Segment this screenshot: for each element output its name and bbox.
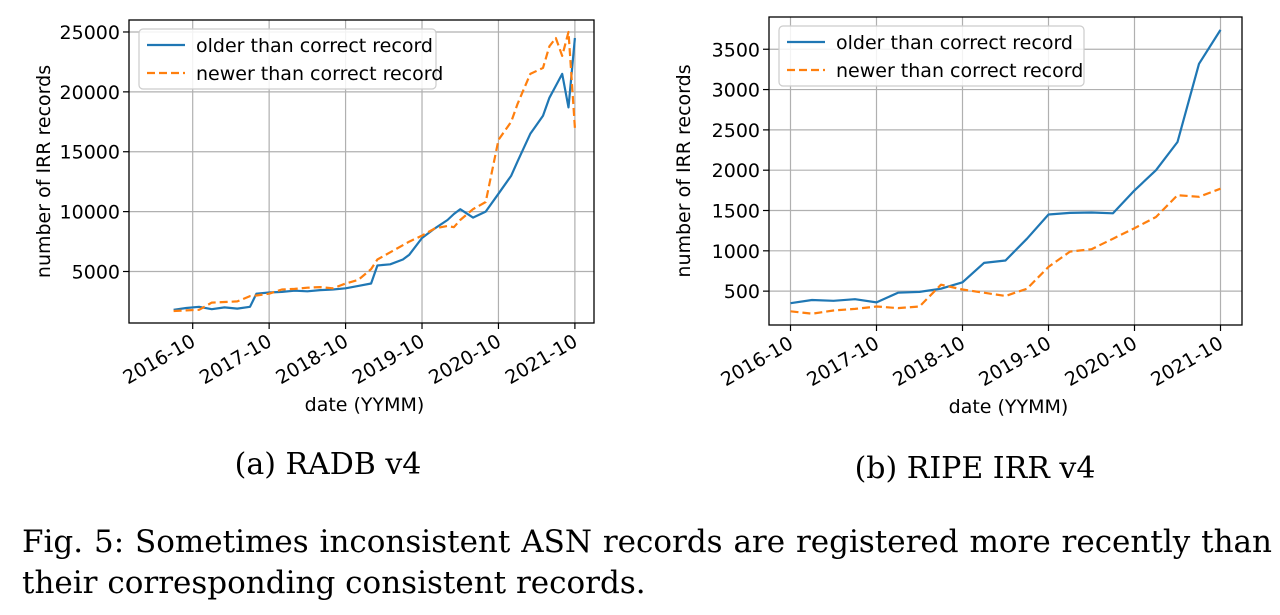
y-tick-label: 2500 xyxy=(712,120,760,142)
y-axis-title: number of IRR records xyxy=(673,64,695,277)
x-tick-label: 2018-10 xyxy=(889,332,969,391)
x-axis-title: date (YYMM) xyxy=(305,394,425,416)
x-tick-label: 2019-10 xyxy=(349,330,429,389)
x-tick-label: 2020-10 xyxy=(1061,332,1141,391)
y-tick-label: 1500 xyxy=(712,201,760,223)
series-line-newer xyxy=(790,187,1221,315)
y-tick-label: 5000 xyxy=(72,262,120,284)
x-tick-label: 2021-10 xyxy=(502,330,582,389)
chart-panel-a: 2016-102017-102018-102019-102020-102021-… xyxy=(33,19,595,416)
subcaption-a: (a) RADB v4 xyxy=(235,447,422,482)
x-tick-label: 2019-10 xyxy=(975,332,1055,391)
y-axis-title: number of IRR records xyxy=(33,65,55,278)
x-axis-title: date (YYMM) xyxy=(949,396,1069,418)
y-tick-label: 20000 xyxy=(60,82,120,104)
x-tick-label: 2017-10 xyxy=(196,330,276,389)
plot-frame xyxy=(128,19,595,324)
legend-label-newer: newer than correct record xyxy=(836,60,1083,82)
series-line-older xyxy=(173,37,576,311)
plot-frame xyxy=(768,16,1243,326)
x-tick-label: 2016-10 xyxy=(717,332,797,391)
y-tick-label: 500 xyxy=(724,281,760,303)
legend-box xyxy=(138,28,437,90)
y-tick-label: 1000 xyxy=(712,241,760,263)
y-tick-label: 3000 xyxy=(712,80,760,102)
x-tick-label: 2020-10 xyxy=(425,330,505,389)
x-tick-label: 2017-10 xyxy=(803,332,883,391)
x-tick-label: 2016-10 xyxy=(119,330,199,389)
legend-label-older: older than correct record xyxy=(196,35,433,57)
x-tick-label: 2018-10 xyxy=(272,330,352,389)
y-tick-label: 2000 xyxy=(712,160,760,182)
y-tick-label: 25000 xyxy=(60,22,120,44)
chart-panel-b: 2016-10 2017-10 2018-10 2019-10 2020-10 2021-… xyxy=(673,16,1243,418)
y-tick-label: 15000 xyxy=(60,142,120,164)
subcaption-b: (b) RIPE IRR v4 xyxy=(855,451,1096,486)
legend-box xyxy=(778,25,1085,87)
x-tick-label: 2021-10 xyxy=(1147,332,1227,391)
legend-label-newer: newer than correct record xyxy=(196,63,443,85)
legend-label-older: older than correct record xyxy=(836,32,1073,54)
y-tick-label: 10000 xyxy=(60,202,120,224)
series-line-newer xyxy=(173,30,576,313)
series-line-older xyxy=(790,29,1222,305)
y-tick-label: 3500 xyxy=(712,39,760,61)
figure-caption: Fig. 5: Sometimes inconsistent ASN recor… xyxy=(22,524,1272,601)
